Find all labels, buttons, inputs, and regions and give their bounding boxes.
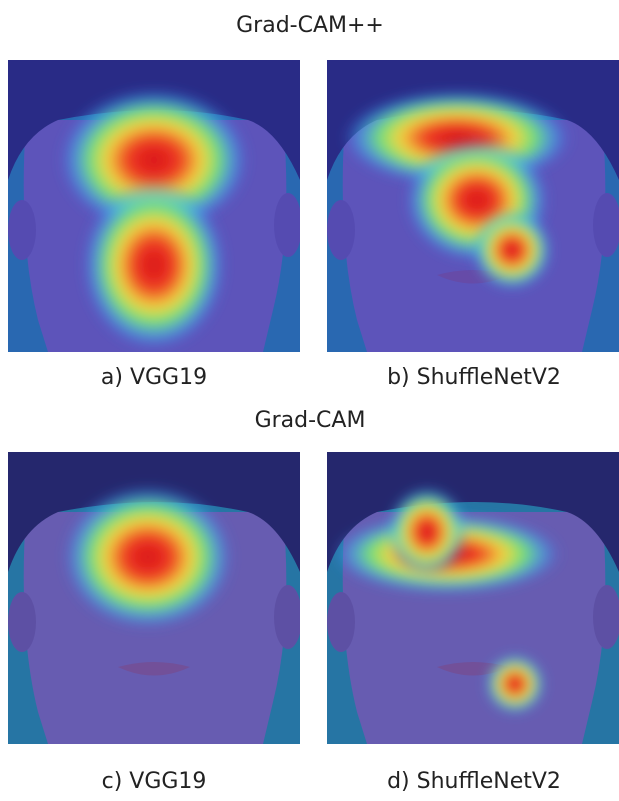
heat-region — [63, 485, 233, 629]
heatmap-image — [8, 452, 302, 744]
panel-label: a) VGG19 — [101, 365, 207, 390]
heatmap-image — [8, 60, 302, 352]
panel-label: b) ShuffleNetV2 — [387, 365, 561, 390]
tint — [327, 452, 619, 744]
heat-region — [472, 210, 552, 290]
panel-label: c) VGG19 — [102, 769, 207, 794]
heat-region — [82, 180, 226, 350]
heat-region — [387, 487, 467, 577]
section-title: Grad-CAM — [255, 408, 366, 433]
heatmap-image — [327, 60, 619, 352]
heatmap-image — [327, 452, 619, 744]
heat-region — [485, 654, 545, 714]
panel-label: d) ShuffleNetV2 — [387, 769, 561, 794]
figure: Grad-CAM++ a) VGG19 b) ShuffleNetV2 Grad… — [0, 0, 619, 801]
section-title: Grad-CAM++ — [236, 13, 384, 38]
